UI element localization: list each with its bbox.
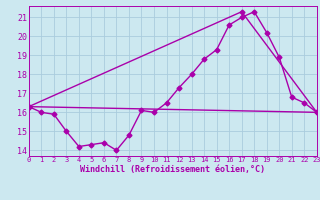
X-axis label: Windchill (Refroidissement éolien,°C): Windchill (Refroidissement éolien,°C) [80, 165, 265, 174]
